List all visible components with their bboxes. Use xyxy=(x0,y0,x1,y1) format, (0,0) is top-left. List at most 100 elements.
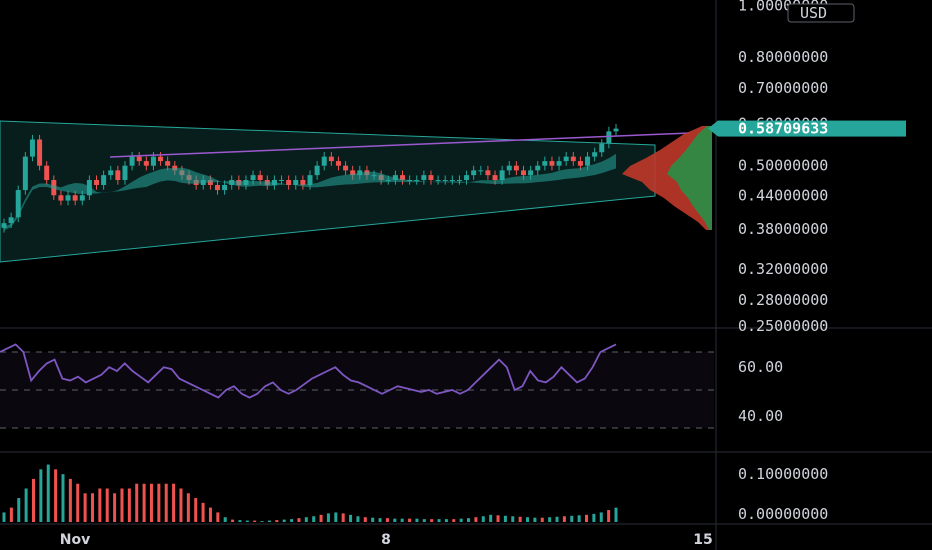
volume-bar xyxy=(149,483,153,522)
volume-bar xyxy=(326,513,330,522)
volume-pane[interactable] xyxy=(2,464,618,522)
candle-body xyxy=(606,131,612,144)
volume-bar xyxy=(127,488,131,522)
volume-bar xyxy=(562,516,566,522)
volume-bar xyxy=(349,514,353,522)
volume-bar xyxy=(496,515,500,522)
volume-bar xyxy=(17,498,21,522)
candle-body xyxy=(613,128,619,132)
candle-body xyxy=(286,180,292,185)
volume-bar xyxy=(39,469,43,522)
price-tick-label: 0.80000000 xyxy=(738,48,828,66)
candle-body xyxy=(585,156,591,166)
volume-bar xyxy=(614,507,618,522)
volume-bar xyxy=(607,510,611,522)
rsi-line xyxy=(0,343,617,399)
volume-bar xyxy=(385,518,389,522)
candle-body xyxy=(563,156,569,162)
volume-bar xyxy=(474,517,478,522)
candle-body xyxy=(1,223,7,228)
volume-bar xyxy=(31,478,35,522)
volume-bar xyxy=(282,519,286,522)
rsi-pane[interactable] xyxy=(0,343,714,429)
candle-body xyxy=(15,190,21,218)
volume-bar xyxy=(68,478,72,522)
volume-bar xyxy=(393,518,397,522)
candle-body xyxy=(79,195,85,201)
volume-bar xyxy=(319,514,323,522)
volume-bar xyxy=(518,516,522,522)
candle-body xyxy=(108,170,114,176)
volume-bar xyxy=(186,493,190,522)
candle-body xyxy=(101,175,107,185)
date-tick-label: 8 xyxy=(381,532,391,548)
volume-bar xyxy=(260,521,264,522)
volume-tick-label: 0.00000000 xyxy=(738,505,828,523)
candle-body xyxy=(428,175,434,181)
candle-body xyxy=(115,170,121,181)
volume-bar xyxy=(577,515,581,522)
candle-body xyxy=(485,170,491,176)
volume-bar xyxy=(408,518,412,522)
volume-bar xyxy=(113,493,117,522)
volume-bar xyxy=(216,512,220,522)
volume-bar xyxy=(415,518,419,522)
volume-bar xyxy=(437,519,441,522)
candle-body xyxy=(328,156,334,162)
candle-body xyxy=(343,165,349,171)
candle-body xyxy=(257,175,263,181)
candle-body xyxy=(506,165,512,171)
candle-body xyxy=(158,156,164,162)
volume-bar xyxy=(120,488,124,522)
volume-bar xyxy=(548,517,552,522)
candle-body xyxy=(513,165,519,171)
currency-badge[interactable] xyxy=(787,3,855,23)
candle-body xyxy=(143,161,149,166)
volume-bar xyxy=(157,483,161,522)
candle-body xyxy=(122,165,128,181)
date-tick-label: Nov xyxy=(60,532,90,548)
rsi-tick-label: 40.00 xyxy=(738,407,783,425)
candle-body xyxy=(136,156,142,162)
candle-body xyxy=(58,195,64,201)
volume-bar xyxy=(90,493,94,522)
volume-bar xyxy=(201,502,205,522)
candle-body xyxy=(37,139,43,166)
volume-bar xyxy=(363,517,367,522)
candle-body xyxy=(321,156,327,166)
volume-bar xyxy=(245,520,249,522)
candle-body xyxy=(478,170,484,172)
rsi-tick-label: 60.00 xyxy=(738,358,783,376)
current-price-pointer xyxy=(708,120,718,137)
volume-bar xyxy=(341,513,345,522)
current-price-label: 0.58709633 xyxy=(738,120,828,138)
candle-body xyxy=(570,156,576,162)
wedge-channel xyxy=(0,120,656,263)
volume-profile-buy xyxy=(667,126,712,230)
volume-bar xyxy=(430,519,434,522)
candle-body xyxy=(577,161,583,166)
candle-body xyxy=(492,175,498,181)
candle-body xyxy=(592,152,598,157)
currency-label[interactable]: USD xyxy=(800,4,827,22)
volume-bar xyxy=(290,519,294,522)
candle-body xyxy=(414,180,420,182)
price-tick-label: 0.28000000 xyxy=(738,291,828,309)
volume-bar xyxy=(194,498,198,522)
volume-bar xyxy=(570,515,574,522)
volume-bar xyxy=(444,519,448,522)
volume-bar xyxy=(378,518,382,522)
price-tick-label: 0.50000000 xyxy=(738,157,828,175)
volume-bar xyxy=(304,517,308,522)
volume-bar xyxy=(46,464,50,522)
volume-bar xyxy=(503,515,507,522)
volume-bar xyxy=(164,483,168,522)
candle-body xyxy=(599,143,605,153)
volume-bar xyxy=(334,512,338,522)
candle-body xyxy=(471,170,477,176)
price-pane[interactable] xyxy=(0,120,712,263)
volume-bar xyxy=(297,518,301,522)
volume-bar xyxy=(2,512,6,522)
price-tick-label: 0.25000000 xyxy=(738,317,828,335)
